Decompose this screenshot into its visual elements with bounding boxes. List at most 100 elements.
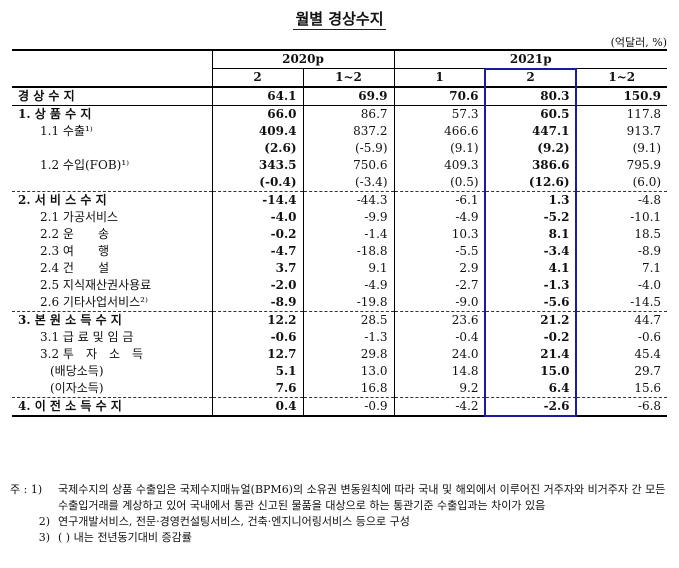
cell-value: (9.1) [575,140,668,157]
cell-value: -6.8 [575,397,668,417]
cell-value: 3.7 [211,260,303,277]
month-header: 1~2 [575,68,668,88]
page-title: 월별 경상수지 [293,10,386,30]
cell-value: -0.4 [393,329,486,346]
cell-value: 386.6 [484,157,577,174]
year-2021-header: 2021p [393,50,668,69]
row-label: 2.4 건 설 [40,261,109,275]
row-label [12,140,212,157]
cell-value: 837.2 [302,123,395,140]
month-header: 1 [393,68,486,88]
cell-value: 8.1 [484,226,577,243]
cell-value: -1.3 [484,277,577,294]
cell-value: 80.3 [484,86,577,106]
row-label: 1.1 수출¹⁾ [40,124,93,138]
cell-value: (12.6) [484,174,577,192]
cell-value: 409.3 [393,157,486,174]
cell-value: 150.9 [575,86,668,106]
table-row: 3.2 투 자 소 득 12.7 29.8 24.0 21.4 45.4 [12,346,668,363]
table-row: 1. 상 품 수 지 66.0 86.7 57.3 60.5 117.8 [12,105,668,123]
cell-value: 45.4 [575,346,668,363]
cell-value: -3.4 [484,243,577,260]
cell-value: -2.7 [393,277,486,294]
cell-value: -0.6 [211,329,303,346]
month-header: 1~2 [302,68,395,88]
row-label: 1. 상 품 수 지 [18,107,92,121]
cell-value: -8.9 [575,243,668,260]
cell-value: 57.3 [393,105,486,123]
cell-value: 18.5 [575,226,668,243]
table-row: 1.1 수출¹⁾ 409.4 837.2 466.6 447.1 913.7 [12,123,668,140]
cell-value: 117.8 [575,105,668,123]
row-label: 3.1 급 료 및 임 금 [40,330,134,344]
footnote-3: 3) ( ) 내는 전년동기대비 증감률 [38,531,192,544]
cell-value: -8.9 [211,294,303,312]
cell-value: 60.5 [484,105,577,123]
year-2020-header: 2020p [211,50,395,69]
cell-value: -0.6 [575,329,668,346]
cell-value: -1.3 [302,329,395,346]
cell-value: 15.6 [575,380,668,398]
row-label: 2.5 지식재산권사용료 [40,278,152,292]
cell-value: -10.1 [575,209,668,226]
table-row: 2.6 기타사업서비스²⁾ -8.9 -19.8 -9.0 -5.6 -14.5 [12,294,668,312]
cell-value: 447.1 [484,123,577,140]
cell-value: 2.9 [393,260,486,277]
cell-value: 21.2 [484,311,577,329]
row-label: 2.1 가공서비스 [40,210,119,224]
cell-value: (-0.4) [211,174,303,192]
row-label [12,174,212,192]
cell-value: 913.7 [575,123,668,140]
cell-value: 29.8 [302,346,395,363]
table-row: (-0.4) (-3.4) (0.5) (12.6) (6.0) [12,174,668,192]
unit-label: (억달러, %) [610,36,667,49]
cell-value: 66.0 [211,105,303,123]
cell-value: (6.0) [575,174,668,192]
cell-value: -5.2 [484,209,577,226]
footnotes: 주 : 1) 국제수지의 상품 수출입은 국제수지매뉴얼(BPM6)의 소유권 … [10,482,670,546]
cell-value: 70.6 [393,86,486,106]
cell-value: 343.5 [211,157,303,174]
cell-value: 466.6 [393,123,486,140]
cell-value: 28.5 [302,311,395,329]
cell-value: -9.9 [302,209,395,226]
row-label: 2. 서 비 스 수 지 [12,191,212,209]
cell-value: -0.2 [484,329,577,346]
table-row: 1.2 수입(FOB)¹⁾ 343.5 750.6 409.3 386.6 795.9 [12,157,668,174]
cell-value: 24.0 [393,346,486,363]
cell-value: 9.1 [302,260,395,277]
cell-value: -2.6 [484,397,577,417]
current-account-table: 2020p 2021p 2 1~2 1 2 1~2 경 상 수 지 64.1 69.… [12,49,668,417]
cell-value: (9.1) [393,140,486,157]
cell-value: 750.6 [302,157,395,174]
table-row: 4. 이 전 소 득 수 지 0.4 -0.9 -4.2 -2.6 -6.8 [12,397,668,417]
table-row: 3. 본 원 소 득 수 지 12.2 28.5 23.6 21.2 44.7 [12,311,668,329]
row-label: 4. 이 전 소 득 수 지 [12,397,212,417]
row-label: 3.2 투 자 소 득 [40,347,144,361]
cell-value: (2.6) [211,140,303,157]
cell-value: 64.1 [211,86,303,106]
cell-value: 14.8 [393,363,486,380]
cell-value: 29.7 [575,363,668,380]
cell-value: -6.1 [393,191,486,209]
month-header: 2 [211,68,303,88]
cell-value: -14.5 [575,294,668,312]
table-row: (2.6) (-5.9) (9.1) (9.2) (9.1) [12,140,668,157]
cell-value: 7.6 [211,380,303,398]
cell-value: 69.9 [302,86,395,106]
cell-value: -4.2 [393,397,486,417]
header-blank [12,50,212,88]
table-row: 2.4 건 설 3.7 9.1 2.9 4.1 7.1 [12,260,668,277]
row-label: 2.3 여 행 [40,244,109,258]
cell-value: 0.4 [211,397,303,417]
table-row: 2.2 운 송 -0.2 -1.4 10.3 8.1 18.5 [12,226,668,243]
cell-value: -4.0 [211,209,303,226]
cell-value: 4.1 [484,260,577,277]
table-row: 2. 서 비 스 수 지 -14.4 -44.3 -6.1 1.3 -4.8 [12,191,668,209]
cell-value: 21.4 [484,346,577,363]
cell-value: -2.0 [211,277,303,294]
row-label: 2.2 운 송 [40,227,109,241]
cell-value: 6.4 [484,380,577,398]
footnote-2: 2) 연구개발서비스, 전문·경영컨설팅서비스, 건축·엔지니어링서비스 등으로… [38,515,410,528]
table-row: (이자소득) 7.6 16.8 9.2 6.4 15.6 [12,380,668,398]
